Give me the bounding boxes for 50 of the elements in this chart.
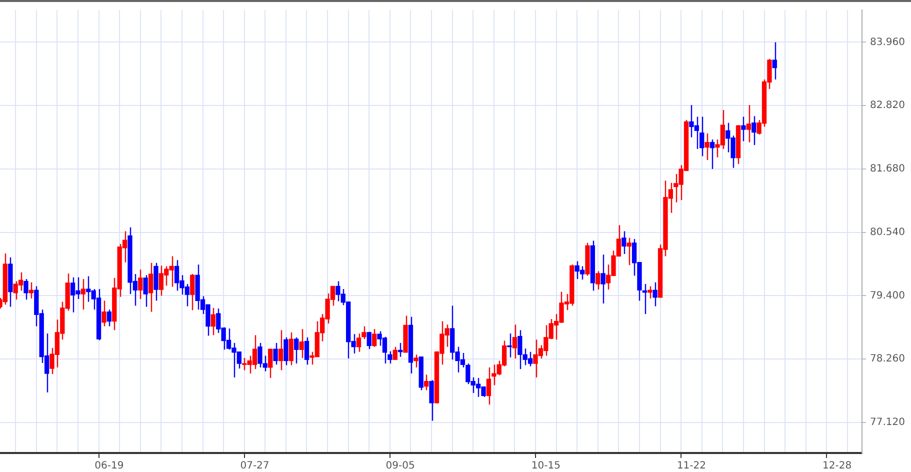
x-tick-label: 09-05: [386, 460, 415, 472]
candlestick: [294, 336, 299, 364]
candlestick: [284, 336, 288, 366]
candlestick: [700, 116, 704, 157]
candlestick: [210, 307, 216, 336]
candlestick: [596, 270, 600, 290]
candlestick: [366, 331, 372, 350]
candlestick: [268, 348, 273, 379]
candlestick: [80, 278, 86, 310]
candlestick: [414, 354, 418, 368]
candlestick: [626, 237, 632, 266]
candlestick: [392, 346, 398, 360]
candlestick: [507, 332, 512, 358]
y-tick-label: 78.260: [870, 354, 905, 365]
candlestick: [710, 138, 715, 170]
candlestick: [772, 42, 777, 80]
candlestick: [622, 230, 626, 255]
candlestick: [746, 104, 751, 143]
candlestick: [148, 262, 154, 312]
candlestick: [299, 328, 304, 359]
candlestick: [143, 274, 148, 308]
candlestick: [278, 330, 284, 371]
candlestick: [652, 282, 658, 307]
y-tick-label: 77.120: [870, 417, 905, 428]
x-tick-label: 11-22: [676, 460, 706, 472]
candlestick: [600, 254, 606, 304]
candlestick: [106, 308, 112, 327]
candlestick: [273, 342, 278, 366]
candlestick: [741, 116, 746, 142]
candlestick: [372, 328, 377, 348]
candlestick: [102, 300, 106, 327]
candlestick: [429, 380, 434, 422]
candlestick: [424, 374, 429, 391]
candlestick: [512, 324, 518, 360]
x-tick-label: 07-27: [240, 460, 270, 472]
candlestick: [288, 332, 294, 366]
y-tick-label: 83.960: [870, 36, 905, 48]
candlestick: [190, 273, 195, 311]
y-tick-label: 79.400: [870, 290, 905, 302]
x-tick-label: 10-15: [531, 460, 560, 472]
candlestick: [752, 116, 756, 146]
candlestick: [304, 336, 310, 366]
candlestick: [24, 278, 28, 300]
x-tick-label: 12-28: [822, 460, 852, 472]
y-tick-label: 81.680: [870, 164, 905, 175]
x-tick-label: 06-19: [94, 460, 124, 472]
y-tick-label: 82.820: [870, 100, 905, 112]
candlestick: [704, 132, 710, 161]
y-tick-label: 80.540: [870, 226, 905, 238]
candlestick: [138, 268, 143, 300]
